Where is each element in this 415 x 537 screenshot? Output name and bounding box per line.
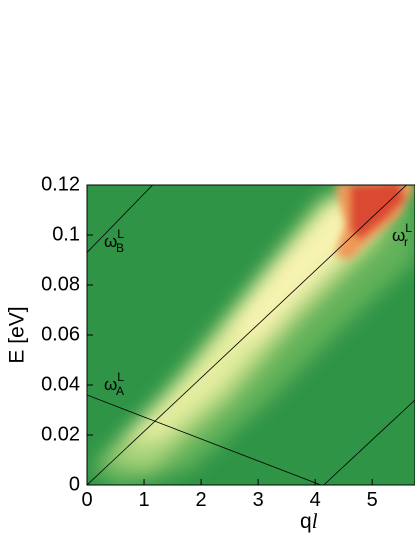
y-tick-label: 0.12	[41, 173, 80, 195]
x-axis-label: ql	[300, 509, 318, 533]
y-tick-label: 0.08	[41, 273, 80, 295]
y-tick-label: 0.1	[52, 223, 80, 245]
y-tick-label: 0.06	[41, 323, 80, 345]
annotation-sup: L	[117, 370, 124, 384]
annotation-symbol: ω	[392, 226, 405, 245]
x-axis-label-main: q	[300, 510, 312, 533]
annotation-sub: A	[116, 384, 124, 398]
x-axis-label-italic: l	[312, 509, 318, 533]
y-tick-label: 0	[69, 473, 80, 495]
annotation-symbol: ω	[104, 375, 117, 394]
annotation: ωL r	[392, 221, 412, 249]
line-layer	[87, 185, 415, 485]
x-tick-label: 2	[196, 489, 207, 511]
reference-line	[323, 399, 415, 485]
x-tick-label: 1	[138, 489, 149, 511]
annotation-sub: r	[404, 235, 408, 249]
annotation: ωL B	[104, 227, 124, 255]
reference-line	[87, 394, 322, 485]
x-tick-label: 4	[310, 489, 321, 511]
y-axis-label: E [eV]	[6, 306, 29, 363]
annotation-symbol: ω	[104, 232, 117, 251]
annotation-sub: B	[116, 241, 124, 255]
annotation: ωL A	[104, 370, 124, 398]
annotation-sup: L	[117, 227, 124, 241]
reference-line	[87, 185, 153, 253]
heatmap	[87, 185, 415, 485]
x-tick-label: 3	[253, 489, 264, 511]
x-tick-label: 0	[81, 489, 92, 511]
y-tick-label: 0.02	[41, 423, 80, 445]
reference-line	[87, 185, 407, 485]
y-tick-label: 0.04	[41, 373, 80, 395]
annotation-sup: L	[405, 221, 412, 235]
x-tick-label: 5	[367, 489, 378, 511]
